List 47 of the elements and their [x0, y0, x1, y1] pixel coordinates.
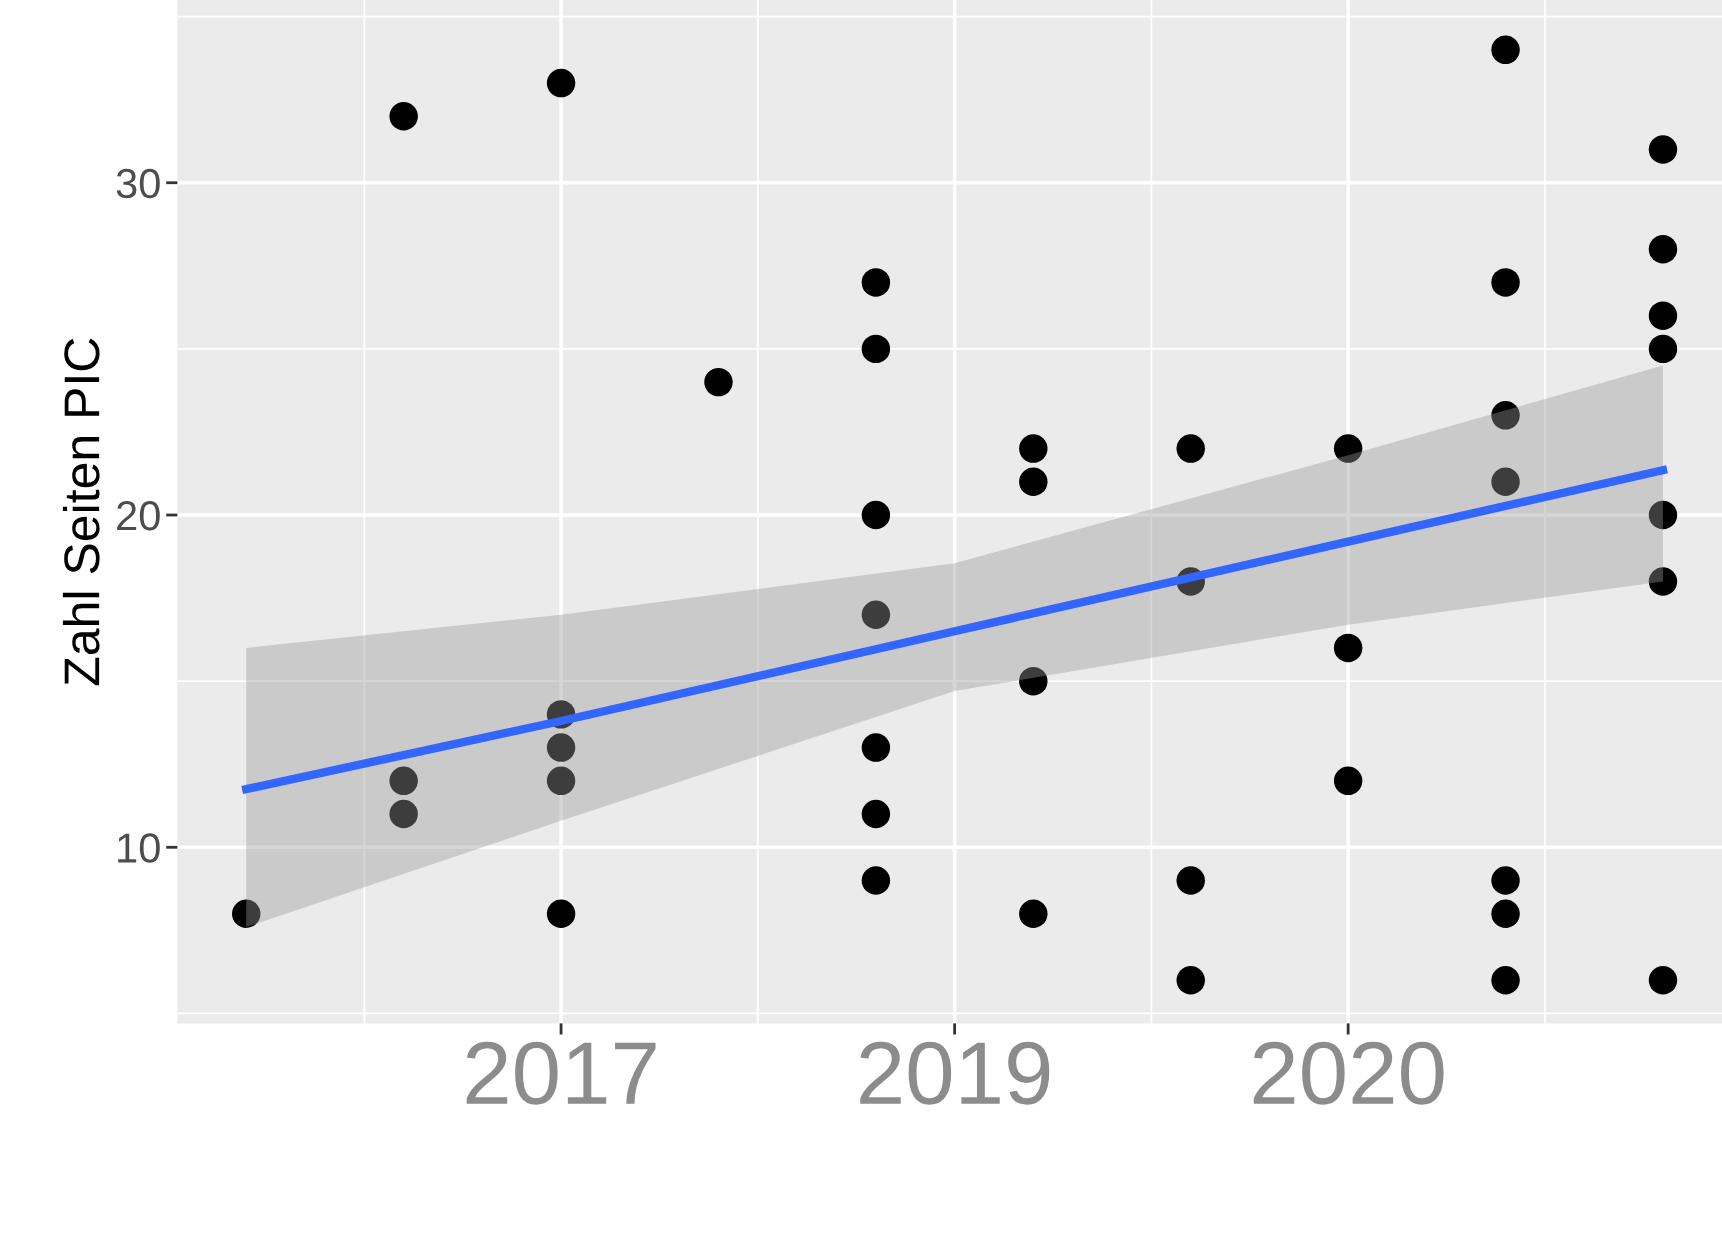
point	[1333, 434, 1363, 463]
y-tick-label: 30	[116, 168, 160, 199]
point	[1648, 301, 1678, 330]
point	[1648, 234, 1678, 264]
point	[232, 899, 261, 928]
point	[1333, 766, 1363, 796]
point	[1648, 965, 1678, 995]
point	[1648, 334, 1678, 364]
point	[546, 68, 576, 98]
point	[546, 899, 576, 928]
point	[1491, 467, 1520, 497]
point	[861, 733, 891, 762]
point	[1019, 467, 1048, 497]
point	[861, 334, 891, 364]
point	[389, 766, 418, 796]
point	[1491, 965, 1520, 995]
point	[1333, 633, 1363, 663]
y-axis-title: Zahl Seiten PIC	[62, 338, 100, 686]
point	[861, 268, 891, 297]
point	[1648, 567, 1678, 596]
point	[861, 799, 891, 829]
point	[1176, 434, 1205, 463]
point	[389, 102, 418, 131]
point	[1648, 135, 1678, 164]
point	[389, 799, 418, 829]
point	[546, 733, 576, 762]
point	[861, 500, 891, 530]
x-tick-label: 2017	[466, 1041, 656, 1105]
point	[1491, 866, 1520, 895]
point	[1176, 866, 1205, 895]
point	[1019, 666, 1048, 696]
y-tick-label: 20	[117, 501, 160, 531]
point	[1491, 899, 1520, 928]
point	[1019, 899, 1048, 928]
point	[1491, 268, 1520, 297]
point	[704, 367, 733, 397]
point	[1648, 500, 1678, 530]
point	[1176, 965, 1205, 995]
point	[1019, 434, 1048, 463]
x-tick-label: 2020	[1253, 1041, 1444, 1105]
point	[861, 600, 891, 629]
point	[546, 766, 576, 796]
x-tick-label: 2019	[860, 1041, 1050, 1105]
y-tick-label: 10	[118, 833, 160, 863]
point	[1491, 35, 1520, 65]
point	[1491, 401, 1520, 430]
point	[861, 866, 891, 895]
